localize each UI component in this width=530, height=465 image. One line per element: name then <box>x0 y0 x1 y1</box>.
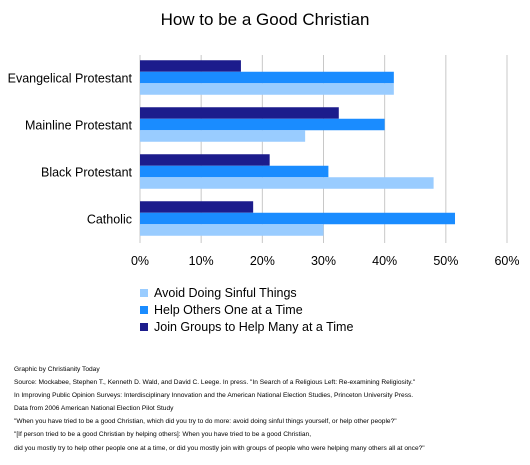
bar <box>140 212 456 225</box>
bar <box>140 118 385 131</box>
legend-label: Help Others One at a Time <box>154 303 303 317</box>
source-note-line: Graphic by Christianity Today <box>14 366 100 373</box>
legend-swatch <box>140 306 148 314</box>
bar <box>140 71 394 84</box>
bar <box>140 177 434 189</box>
chart-title: How to be a Good Christian <box>160 10 370 29</box>
bar <box>140 130 306 142</box>
legend-item: Join Groups to Help Many at a Time <box>140 319 353 335</box>
bar <box>140 107 339 119</box>
bar <box>140 60 241 72</box>
bar <box>140 201 254 213</box>
bar <box>140 83 394 95</box>
category-label: Evangelical Protestant <box>8 72 133 86</box>
bar <box>140 224 324 236</box>
legend-swatch <box>140 289 148 297</box>
chart-legend: Avoid Doing Sinful Things Help Others One… <box>140 285 353 336</box>
source-note-line: "When you have tried to be a good Christ… <box>14 418 397 426</box>
source-notes: Graphic by Christianity Today Source: Moc… <box>14 363 524 455</box>
x-tick-label: 0% <box>131 254 149 268</box>
source-note-line: In Improving Public Opinion Surveys: Int… <box>14 392 414 400</box>
category-label: Mainline Protestant <box>25 119 133 133</box>
x-tick-label: 50% <box>433 254 458 268</box>
bar <box>140 154 270 166</box>
legend-item: Avoid Doing Sinful Things <box>140 285 353 301</box>
bar-chart: Evangelical Protestant Mainline Protestan… <box>8 55 520 268</box>
category-label: Catholic <box>87 213 132 227</box>
source-note-line: Source: Mockabee, Stephen T., Kenneth D.… <box>14 379 416 387</box>
x-tick-label: 40% <box>372 254 397 268</box>
legend-label: Join Groups to Help Many at a Time <box>154 320 354 334</box>
x-tick-label: 10% <box>189 254 214 268</box>
legend-label: Avoid Doing Sinful Things <box>154 286 297 300</box>
x-tick-label: 20% <box>250 254 275 268</box>
source-note-line: "[If person tried to be a good Christian… <box>14 431 312 439</box>
x-tick-label: 60% <box>494 254 519 268</box>
x-tick-label: 30% <box>311 254 336 268</box>
source-note-line: did you mostly try to help other people … <box>14 444 425 452</box>
source-note-line: Data from 2006 American National Electio… <box>14 405 174 413</box>
bar <box>140 165 329 178</box>
legend-item: Help Others One at a Time <box>140 302 353 318</box>
legend-swatch <box>140 323 148 331</box>
category-label: Black Protestant <box>41 166 133 180</box>
